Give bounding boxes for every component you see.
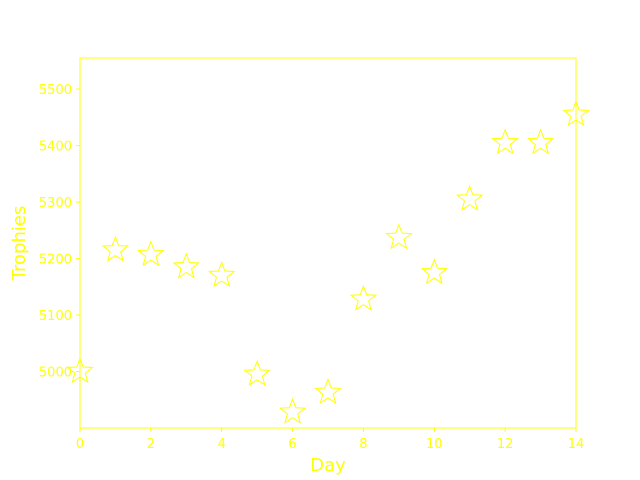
data-points (66, 100, 590, 424)
x-tick-label: 14 (568, 437, 585, 452)
data-point-star (349, 284, 378, 311)
x-tick-label: 4 (218, 437, 226, 452)
data-point-star (243, 359, 271, 386)
data-point-star (491, 128, 519, 155)
x-tick-label: 12 (497, 437, 514, 452)
data-point-star (66, 357, 94, 384)
data-point-star (526, 128, 555, 155)
data-point-star (101, 235, 130, 262)
data-point-star (137, 240, 165, 267)
data-point-star (314, 377, 342, 405)
x-tick-label: 2 (147, 437, 155, 452)
y-tick-label: 5000 (39, 366, 72, 381)
y-axis-label: Trophies (9, 206, 30, 282)
data-point-star (420, 258, 448, 285)
data-point-star (456, 184, 484, 211)
x-axis: 0 2 4 6 8 10 12 14 (76, 428, 584, 452)
x-tick-label: 10 (426, 437, 443, 452)
x-axis-label: Day (310, 455, 346, 476)
data-point-star (385, 223, 413, 250)
data-point-star (278, 397, 307, 424)
plot-frame (79, 57, 577, 429)
data-point-star (172, 252, 200, 279)
x-tick-label: 6 (288, 437, 296, 452)
y-tick-label: 5200 (39, 253, 72, 268)
data-point-star (208, 261, 236, 288)
y-tick-label: 5400 (39, 140, 72, 155)
data-point-star (562, 100, 590, 127)
y-tick-label: 5300 (39, 196, 72, 211)
y-tick-label: 5100 (39, 309, 72, 324)
y-tick-label: 5500 (39, 83, 72, 98)
x-tick-label: 0 (76, 437, 84, 452)
y-axis: 5000 5100 5200 5300 5400 5500 (39, 83, 80, 381)
x-tick-label: 8 (359, 437, 367, 452)
